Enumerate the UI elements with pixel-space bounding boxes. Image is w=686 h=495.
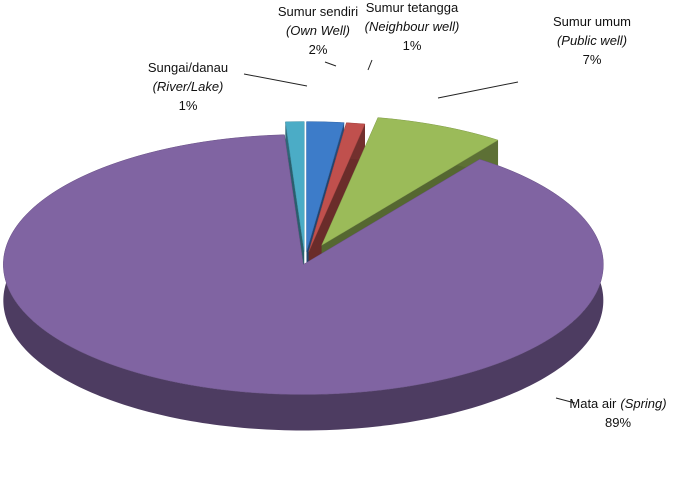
category-name: Sumur tetangga <box>366 0 459 15</box>
data-label: Sumur tetangga (Neighbour well) 1% <box>365 0 460 53</box>
value-label: 7% <box>583 52 602 67</box>
category-translation: (Spring) <box>620 396 666 411</box>
leader-line <box>437 81 519 99</box>
data-label: Sumur umum (Public well) 7% <box>553 14 631 67</box>
category-name: Sumur sendiri <box>278 4 358 19</box>
category-name: Mata air <box>569 396 617 411</box>
category-name: Sungai/danau <box>148 60 228 75</box>
value-label: 1% <box>403 38 422 53</box>
category-translation: (Own Well) <box>286 23 350 38</box>
slice <box>321 117 499 246</box>
category-translation: (Public well) <box>557 33 627 48</box>
slice <box>306 121 345 252</box>
category-name: Sumur umum <box>553 14 631 29</box>
category-translation: (River/Lake) <box>153 79 224 94</box>
value-label: 1% <box>179 98 198 113</box>
value-label: 89% <box>605 415 631 430</box>
data-label: Mata air (Spring) 89% <box>569 396 666 430</box>
data-label: Sumur sendiri (Own Well) 2% <box>278 4 358 57</box>
category-translation: (Neighbour well) <box>365 19 460 34</box>
slice <box>285 121 305 252</box>
leader-line <box>555 397 576 404</box>
data-label: Sungai/danau (River/Lake) 1% <box>148 60 228 113</box>
value-label: 2% <box>309 42 328 57</box>
leader-line <box>243 73 308 87</box>
slice <box>308 122 366 252</box>
slice <box>3 134 604 395</box>
leader-line <box>324 61 337 67</box>
leader-line <box>367 59 373 71</box>
